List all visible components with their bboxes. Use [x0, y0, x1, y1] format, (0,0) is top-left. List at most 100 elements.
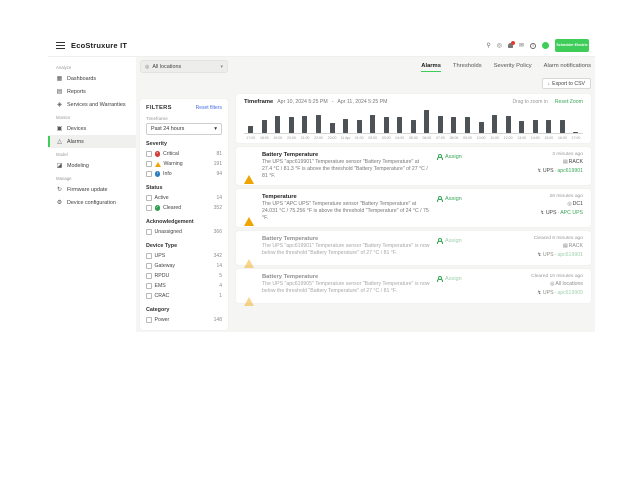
chart-x-tick: 10:00 [476, 135, 486, 140]
rack-icon: ▤ [563, 244, 568, 250]
device-link[interactable]: apc619905 [557, 289, 583, 296]
filter-option-critical: × Critical 81 [146, 149, 222, 159]
chart-bar [528, 109, 543, 134]
sidebar-item-alarms[interactable]: △ Alarms [48, 135, 136, 148]
schneider-logo[interactable]: Schneider Electric [555, 39, 589, 52]
user-avatar[interactable] [542, 42, 549, 49]
download-icon: ↓ [547, 80, 551, 87]
rpdu-checkbox[interactable] [146, 273, 152, 279]
device-link[interactable]: apc619901 [557, 251, 583, 258]
filter-option-info: i Info 94 [146, 169, 222, 179]
power-checkbox[interactable] [146, 317, 152, 323]
cleared-icon: ✓ [154, 205, 160, 211]
assign-button[interactable]: Assign [436, 152, 500, 180]
gateway-checkbox[interactable] [146, 263, 152, 269]
chart-x-tick: 20:00 [287, 135, 296, 140]
active-checkbox[interactable] [146, 195, 152, 201]
chart-x-labels: 17:00 18:00 19:00 20:00 21:00 22:00 23:00 11 Ap… [244, 134, 583, 140]
search-icon[interactable]: ⚲ [486, 42, 491, 49]
sidebar-section-manage: Manage [56, 176, 72, 181]
chart-x-tick: 08:00 [449, 135, 459, 140]
assign-button[interactable]: Assign [436, 236, 500, 260]
mail-icon[interactable]: ✉ [518, 42, 524, 49]
chart-x-tick: 23:00 [327, 135, 337, 140]
alarm-card[interactable]: ! Battery Temperature The UPS "apc619901… [236, 230, 591, 268]
alarm-card[interactable]: ! Battery Temperature The UPS "apc619905… [236, 268, 591, 306]
sidebar-item-reports[interactable]: ▤ Reports [56, 88, 86, 96]
export-to-csv-button[interactable]: ↓ Export to CSV [541, 78, 591, 89]
chart-x-tick: 11:00 [490, 135, 499, 140]
chart-bar [487, 109, 502, 134]
topbar-actions: ⚲ ◎ ✉ ? Schneider Electric [486, 39, 589, 52]
reset-filters-link[interactable]: Reset filters [195, 105, 222, 111]
main-content: ◎ All locations ▾ FILTERS Reset filters … [136, 57, 595, 332]
chart-bar [393, 109, 407, 134]
crac-checkbox[interactable] [146, 293, 152, 299]
modeling-icon: ◪ [56, 163, 63, 169]
tab-thresholds[interactable]: Thresholds [452, 63, 482, 69]
location-pin-icon: ◎ [145, 63, 150, 70]
chart-bar [365, 109, 380, 134]
warning-icon: ! [244, 241, 254, 268]
timeframe-select[interactable]: Past 24 hours ▾ [146, 123, 222, 135]
globe-icon[interactable]: ◎ [496, 42, 502, 49]
warning-icon: ! [244, 279, 254, 306]
alarm-description: The UPS "apc619901" Temperature sensor "… [262, 158, 428, 179]
chart-x-tick: 12:00 [503, 135, 513, 140]
timeframe-label: Timeframe [146, 116, 168, 121]
ems-count: 4 [219, 283, 222, 289]
chart-bar [379, 109, 394, 134]
sidebar-item-dashboards[interactable]: ▦ Dashboards [56, 75, 97, 83]
chart-bar [501, 109, 515, 134]
warning-icon: ! [244, 157, 254, 184]
alarm-description: The UPS "APC UPS" Temperature sensor "Ba… [262, 200, 429, 221]
assign-button[interactable]: Assign [436, 194, 500, 222]
chart-x-tick: 15:00 [544, 135, 554, 140]
alarm-card[interactable]: ! Battery Temperature The UPS "apc619901… [236, 146, 591, 185]
ups-checkbox[interactable] [146, 253, 152, 259]
filter-option-crac: CRAC 1 [146, 291, 222, 301]
alarm-title: Battery Temperature [262, 151, 319, 158]
chart-date-to: Apr 11, 2024 5:25 PM [337, 99, 388, 105]
app-window: EcoStruxure IT ⚲ ◎ ✉ ? Schneider Electri… [48, 35, 595, 332]
location-selector[interactable]: ◎ All locations ▾ [140, 60, 228, 73]
sidebar-item-modeling[interactable]: ◪ Modeling [56, 162, 89, 170]
alarm-title: Temperature [262, 193, 297, 200]
alarms-icon: △ [57, 139, 62, 145]
sidebar-section-analyze: Analyze [56, 65, 72, 70]
help-icon[interactable]: ? [530, 42, 536, 49]
cleared-checkbox[interactable] [146, 205, 152, 211]
reset-zoom-link[interactable]: Reset Zoom [554, 99, 583, 105]
chart-x-tick: 05:00 [408, 135, 418, 140]
acknowledgement-group-title: Acknowledgement [146, 219, 194, 225]
critical-count: 81 [216, 151, 222, 157]
sidebar-item-device-configuration[interactable]: ⚙ Device configuration [56, 199, 116, 207]
filters-panel: FILTERS Reset filters Timeframe Past 24 … [140, 99, 228, 330]
sidebar-item-devices[interactable]: ▣ Devices [56, 125, 87, 133]
alarm-count-bars[interactable] [244, 109, 583, 134]
chevron-down-icon: ▾ [220, 63, 223, 70]
ems-checkbox[interactable] [146, 283, 152, 289]
chart-x-tick: 13:00 [517, 135, 527, 140]
device-link[interactable]: APC UPS [560, 209, 583, 216]
alarm-card[interactable]: ! Temperature The UPS "APC UPS" Temperat… [236, 188, 591, 227]
device-link[interactable]: apc619901 [557, 167, 583, 174]
reports-icon: ▤ [56, 89, 63, 95]
severity-group-title: Severity [146, 141, 167, 147]
tab-severity-policy[interactable]: Severity Policy [493, 63, 532, 69]
tab-alarms[interactable]: Alarms [421, 63, 441, 72]
filter-option-ups: UPS 342 [146, 251, 222, 261]
sidebar-item-services-warranties[interactable]: ◈ Services and Warranties [57, 101, 126, 109]
menu-icon[interactable] [56, 42, 65, 49]
info-checkbox[interactable] [146, 171, 152, 177]
assign-button[interactable]: Assign [436, 274, 500, 298]
sidebar-item-firmware-update[interactable]: ↻ Firmware update [56, 186, 108, 194]
left-column: ◎ All locations ▾ FILTERS Reset filters … [140, 60, 228, 330]
notification-badge [510, 41, 515, 45]
warning-checkbox[interactable] [146, 161, 152, 167]
ups-icon: ↯ [540, 209, 545, 216]
tab-alarm-notifications[interactable]: Alarm notifications [543, 63, 591, 69]
critical-checkbox[interactable] [146, 151, 152, 157]
unassigned-checkbox[interactable] [146, 229, 152, 235]
notifications-bell-icon[interactable] [507, 41, 515, 48]
